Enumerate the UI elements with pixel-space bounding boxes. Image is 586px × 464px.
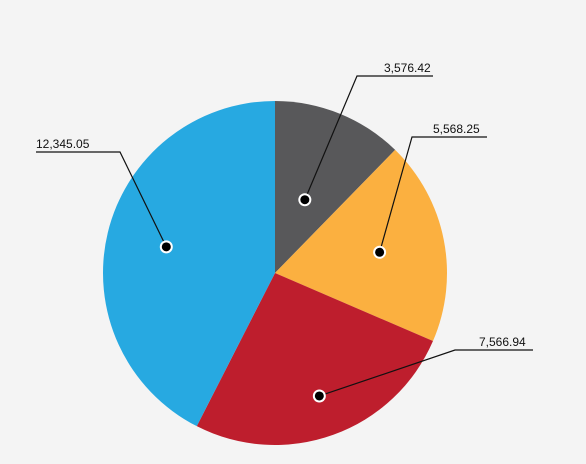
slice-callout: 3,576.42 — [298, 61, 433, 207]
slice-value-label: 3,576.42 — [384, 61, 431, 75]
leader-dot — [375, 247, 385, 257]
callouts-layer: 3,576.42 5,568.25 7,566.94 12,345.05 — [36, 61, 533, 403]
pie-slice — [275, 149, 447, 342]
pie-slice — [196, 273, 433, 445]
slice-value-label: 7,566.94 — [479, 335, 526, 349]
leader-dot — [300, 195, 310, 205]
leader-line — [319, 349, 533, 397]
slice-value-label: 5,568.25 — [433, 122, 480, 136]
slice-callout: 5,568.25 — [373, 122, 487, 259]
leader-line — [304, 75, 433, 200]
leader-line — [379, 136, 487, 253]
pie-slice — [275, 101, 396, 273]
slice-callout: 7,566.94 — [312, 335, 533, 403]
pie-slice — [103, 100, 275, 427]
leader-dot — [314, 391, 324, 401]
slice-callout: 12,345.05 — [36, 137, 173, 254]
leader-dot — [161, 242, 171, 252]
slice-value-label: 12,345.05 — [36, 137, 90, 151]
slices-layer — [103, 100, 447, 445]
leader-line — [36, 151, 167, 248]
